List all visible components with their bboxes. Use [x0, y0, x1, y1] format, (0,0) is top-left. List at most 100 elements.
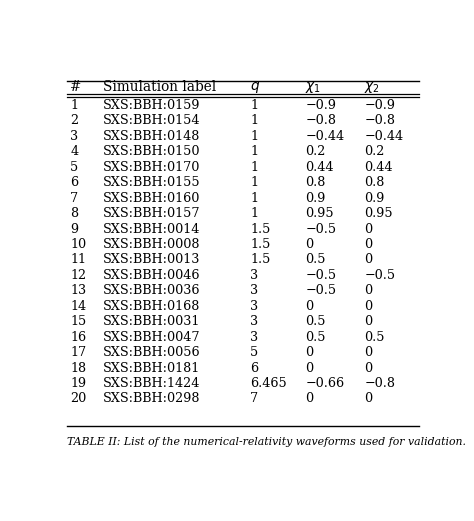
Text: 0.44: 0.44 — [305, 160, 334, 173]
Text: 0: 0 — [364, 392, 372, 405]
Text: 0.5: 0.5 — [305, 331, 326, 344]
Text: 1: 1 — [250, 145, 258, 158]
Text: 4: 4 — [70, 145, 78, 158]
Text: 6.465: 6.465 — [250, 377, 287, 390]
Text: −0.8: −0.8 — [305, 115, 337, 128]
Text: SXS:BBH:0046: SXS:BBH:0046 — [103, 269, 201, 282]
Text: 13: 13 — [70, 284, 86, 297]
Text: $\chi_1$: $\chi_1$ — [305, 80, 321, 95]
Text: 0: 0 — [305, 238, 313, 251]
Text: −0.5: −0.5 — [305, 269, 337, 282]
Text: 3: 3 — [250, 315, 258, 328]
Text: −0.66: −0.66 — [305, 377, 345, 390]
Text: 1.5: 1.5 — [250, 222, 271, 235]
Text: 2: 2 — [70, 115, 78, 128]
Text: 1: 1 — [70, 99, 78, 112]
Text: 14: 14 — [70, 300, 86, 313]
Text: SXS:BBH:0170: SXS:BBH:0170 — [103, 160, 201, 173]
Text: 5: 5 — [250, 346, 258, 359]
Text: 0.2: 0.2 — [364, 145, 384, 158]
Text: 19: 19 — [70, 377, 86, 390]
Text: 0.2: 0.2 — [305, 145, 326, 158]
Text: SXS:BBH:0298: SXS:BBH:0298 — [103, 392, 201, 405]
Text: SXS:BBH:0014: SXS:BBH:0014 — [103, 222, 201, 235]
Text: 0: 0 — [364, 222, 372, 235]
Text: −0.5: −0.5 — [364, 269, 395, 282]
Text: SXS:BBH:0031: SXS:BBH:0031 — [103, 315, 201, 328]
Text: −0.5: −0.5 — [305, 284, 337, 297]
Text: 0.9: 0.9 — [305, 192, 326, 205]
Text: 1.5: 1.5 — [250, 238, 271, 251]
Text: $\chi_2$: $\chi_2$ — [364, 80, 380, 95]
Text: 1: 1 — [250, 130, 258, 143]
Text: 15: 15 — [70, 315, 87, 328]
Text: 0.5: 0.5 — [305, 315, 326, 328]
Text: 11: 11 — [70, 253, 86, 266]
Text: 1: 1 — [250, 192, 258, 205]
Text: Simulation label: Simulation label — [103, 80, 217, 94]
Text: 5: 5 — [70, 160, 79, 173]
Text: 20: 20 — [70, 392, 87, 405]
Text: 18: 18 — [70, 362, 86, 375]
Text: 0: 0 — [364, 346, 372, 359]
Text: SXS:BBH:0159: SXS:BBH:0159 — [103, 99, 201, 112]
Text: SXS:BBH:0148: SXS:BBH:0148 — [103, 130, 201, 143]
Text: 0: 0 — [305, 346, 313, 359]
Text: SXS:BBH:0036: SXS:BBH:0036 — [103, 284, 201, 297]
Text: SXS:BBH:0154: SXS:BBH:0154 — [103, 115, 201, 128]
Text: 3: 3 — [250, 284, 258, 297]
Text: SXS:BBH:0013: SXS:BBH:0013 — [103, 253, 201, 266]
Text: 0: 0 — [364, 300, 372, 313]
Text: 10: 10 — [70, 238, 86, 251]
Text: 3: 3 — [250, 269, 258, 282]
Text: −0.5: −0.5 — [305, 222, 337, 235]
Text: 0: 0 — [364, 253, 372, 266]
Text: 3: 3 — [250, 300, 258, 313]
Text: −0.9: −0.9 — [364, 99, 395, 112]
Text: 0: 0 — [364, 315, 372, 328]
Text: −0.44: −0.44 — [364, 130, 403, 143]
Text: SXS:BBH:0056: SXS:BBH:0056 — [103, 346, 201, 359]
Text: −0.9: −0.9 — [305, 99, 337, 112]
Text: 1: 1 — [250, 115, 258, 128]
Text: 12: 12 — [70, 269, 86, 282]
Text: 7: 7 — [70, 192, 78, 205]
Text: SXS:BBH:0168: SXS:BBH:0168 — [103, 300, 201, 313]
Text: 0.8: 0.8 — [305, 176, 326, 189]
Text: SXS:BBH:0157: SXS:BBH:0157 — [103, 207, 201, 220]
Text: 8: 8 — [70, 207, 78, 220]
Text: 9: 9 — [70, 222, 78, 235]
Text: SXS:BBH:0008: SXS:BBH:0008 — [103, 238, 201, 251]
Text: 0.5: 0.5 — [305, 253, 326, 266]
Text: SXS:BBH:1424: SXS:BBH:1424 — [103, 377, 201, 390]
Text: 0: 0 — [305, 300, 313, 313]
Text: 1: 1 — [250, 207, 258, 220]
Text: SXS:BBH:0160: SXS:BBH:0160 — [103, 192, 201, 205]
Text: 1: 1 — [250, 176, 258, 189]
Text: 0.95: 0.95 — [364, 207, 393, 220]
Text: 0: 0 — [364, 238, 372, 251]
Text: 0: 0 — [364, 362, 372, 375]
Text: 17: 17 — [70, 346, 86, 359]
Text: 16: 16 — [70, 331, 86, 344]
Text: 0: 0 — [305, 392, 313, 405]
Text: TABLE II: List of the numerical-relativity waveforms used for validation.: TABLE II: List of the numerical-relativi… — [66, 437, 465, 446]
Text: −0.44: −0.44 — [305, 130, 345, 143]
Text: 0: 0 — [305, 362, 313, 375]
Text: 0.9: 0.9 — [364, 192, 384, 205]
Text: 6: 6 — [70, 176, 78, 189]
Text: 0.8: 0.8 — [364, 176, 384, 189]
Text: 3: 3 — [250, 331, 258, 344]
Text: 0.95: 0.95 — [305, 207, 334, 220]
Text: 7: 7 — [250, 392, 258, 405]
Text: SXS:BBH:0150: SXS:BBH:0150 — [103, 145, 201, 158]
Text: 1.5: 1.5 — [250, 253, 271, 266]
Text: #: # — [70, 80, 82, 94]
Text: −0.8: −0.8 — [364, 377, 395, 390]
Text: 6: 6 — [250, 362, 258, 375]
Text: −0.8: −0.8 — [364, 115, 395, 128]
Text: 0.5: 0.5 — [364, 331, 384, 344]
Text: $q$: $q$ — [250, 80, 260, 95]
Text: 1: 1 — [250, 99, 258, 112]
Text: 0: 0 — [364, 284, 372, 297]
